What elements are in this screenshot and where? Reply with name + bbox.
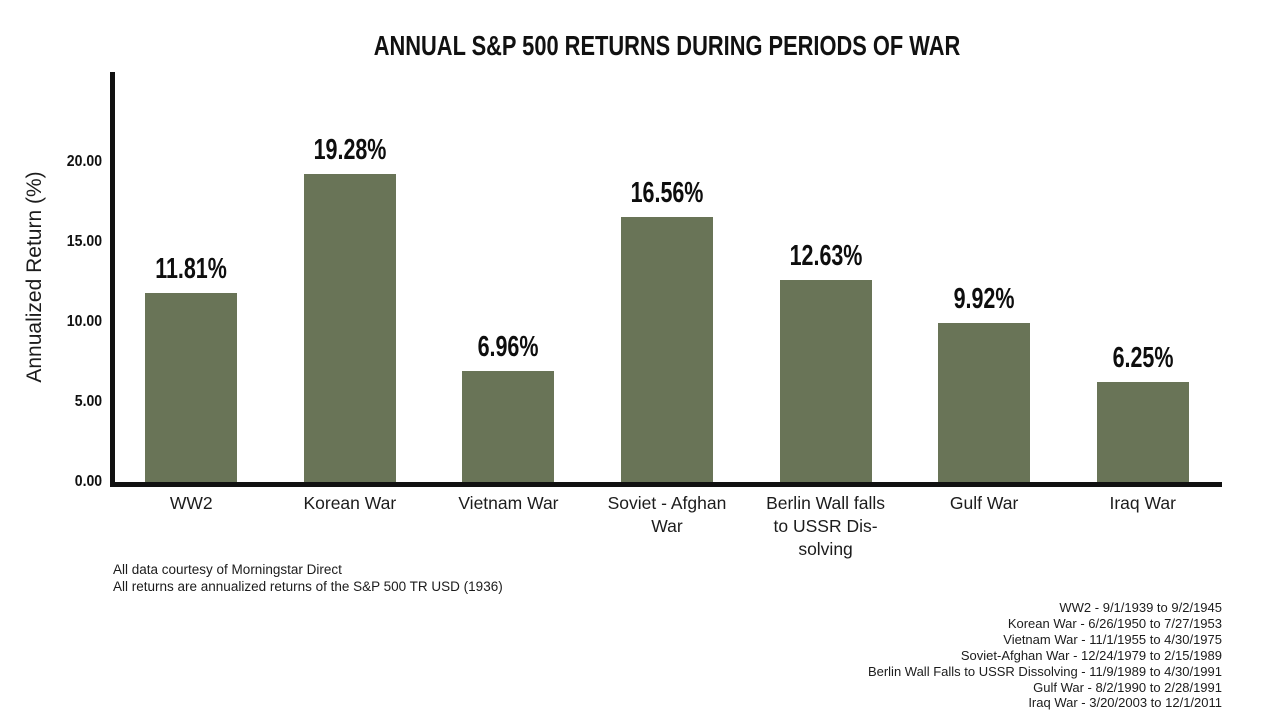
bar-value-label: 16.56% — [630, 177, 704, 210]
war-date-range-line: Berlin Wall Falls to USSR Dissolving - 1… — [867, 663, 1222, 679]
bar-berlin-wall-falls — [779, 279, 872, 482]
y-tick-text: 0.00 — [74, 473, 102, 490]
category-label: Soviet - Afghan War — [607, 493, 727, 536]
category-label: WW2 — [169, 493, 213, 513]
bar-gulf-war — [938, 323, 1031, 482]
y-tick-label: 10.00 — [38, 313, 102, 331]
bar-korean-war — [303, 173, 396, 482]
y-tick-text: 5.00 — [74, 393, 102, 410]
bar-value-label: 19.28% — [313, 133, 387, 166]
bar-value-label: 6.25% — [1112, 342, 1174, 374]
y-tick-text: 20.00 — [66, 153, 102, 170]
bar-soviet-afghan — [620, 217, 713, 482]
category-label: Berlin Wall falls to USSR Dis- solving — [766, 493, 886, 559]
bar-slot: 9.92% — [905, 72, 1064, 482]
y-tick-text: 15.00 — [66, 233, 102, 250]
bar-slot: 6.96% — [429, 72, 588, 482]
bar-slot: 19.28% — [271, 72, 430, 482]
bar-vietnam-war — [462, 370, 555, 482]
plot-area: 11.81% 19.28% 6.96% 16.56% 12.63% 9.92% 6.25% — [112, 72, 1222, 482]
bar-value-label: 9.92% — [953, 283, 1015, 316]
bar-value-label: 6.96% — [477, 330, 539, 363]
bar-value-label: 11.81% — [155, 253, 228, 286]
bar-slot: 16.56% — [588, 72, 747, 482]
war-date-range-line: Soviet-Afghan War - 12/24/1979 to 2/15/1… — [960, 647, 1222, 663]
bar-slot: 11.81% — [112, 72, 271, 482]
bar-iraq-war — [1096, 382, 1189, 482]
bar-slot: 12.63% — [746, 72, 905, 482]
chart-title: ANNUAL S&P 500 RETURNS DURING PERIODS OF… — [373, 30, 961, 61]
y-tick-text: 10.00 — [66, 313, 102, 330]
y-tick-label: 5.00 — [38, 393, 102, 411]
y-tick-label: 15.00 — [38, 233, 102, 251]
footnote-source: All data courtesy of Morningstar Direct A… — [113, 561, 503, 595]
war-date-range-line: Iraq War - 3/20/2003 to 12/1/2011 — [1028, 695, 1222, 711]
bar-ww2 — [145, 293, 238, 482]
war-date-range-line: Korean War - 6/26/1950 to 7/27/1953 — [1007, 615, 1222, 631]
y-axis-title: Annualized Return (%) — [23, 171, 46, 383]
bar-value-label: 12.63% — [789, 239, 862, 272]
y-tick-label: 0.00 — [38, 473, 102, 491]
y-axis-line — [110, 72, 115, 486]
war-date-range-line: Gulf War - 8/2/1990 to 2/28/1991 — [1033, 679, 1222, 695]
category-label: Gulf War — [949, 493, 1019, 513]
category-label: Iraq War — [1109, 493, 1176, 513]
footnote-date-ranges: WW2 - 9/1/1939 to 9/2/1945 Korean War - 6… — [868, 600, 1222, 711]
y-tick-label: 20.00 — [38, 153, 102, 171]
category-label: Vietnam War — [458, 493, 559, 513]
category-label: Korean War — [303, 493, 397, 513]
bar-slot: 6.25% — [1063, 72, 1222, 482]
x-axis-line — [110, 482, 1222, 487]
war-date-range-line: WW2 - 9/1/1939 to 9/2/1945 — [1059, 600, 1222, 615]
chart-title-wrap: ANNUAL S&P 500 RETURNS DURING PERIODS OF… — [112, 30, 1222, 62]
footnote-line: All returns are annualized returns of th… — [113, 579, 503, 594]
footnote-line: All data courtesy of Morningstar Direct — [113, 562, 342, 577]
war-date-range-line: Vietnam War - 11/1/1955 to 4/30/1975 — [1003, 631, 1222, 647]
